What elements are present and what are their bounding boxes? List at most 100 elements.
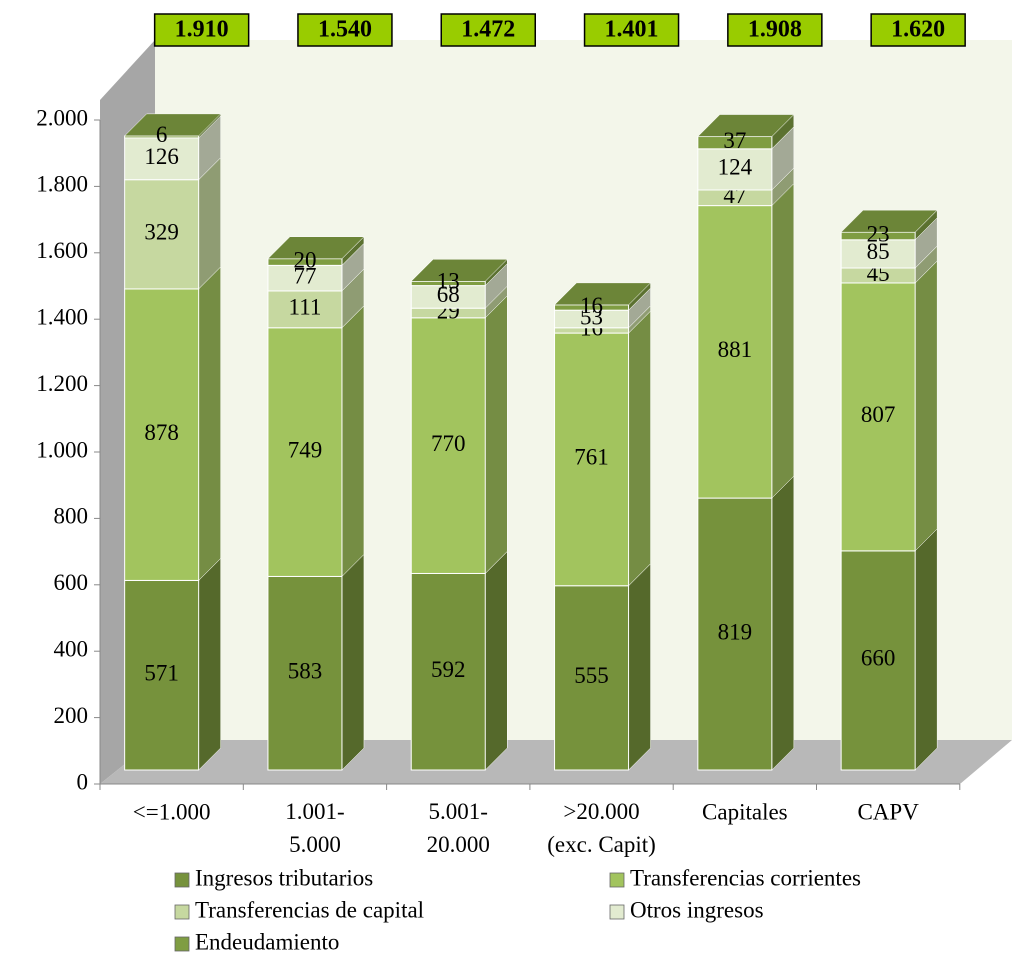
bar-segment — [840, 282, 916, 552]
value-label: 77 — [293, 263, 316, 288]
value-label: 592 — [431, 657, 466, 682]
bar-segment — [554, 332, 630, 587]
bar-side — [198, 557, 221, 771]
bar-side — [485, 550, 508, 771]
bar-top — [410, 259, 508, 282]
total-box — [297, 13, 393, 47]
value-label: 6 — [156, 122, 168, 147]
legend-label: Otros ingresos — [630, 897, 764, 922]
bar-top — [124, 113, 222, 137]
y-tick-label: 800 — [54, 504, 89, 529]
value-label: 37 — [723, 128, 746, 153]
value-label: 85 — [867, 239, 890, 264]
bar-segment — [554, 585, 630, 771]
bar-segment — [840, 239, 916, 269]
legend-swatch — [174, 936, 190, 952]
bar-segment — [697, 205, 773, 499]
legend-swatch — [174, 872, 190, 888]
legend-label: Transferencias corrientes — [630, 865, 861, 890]
y-tick-label: 200 — [54, 703, 89, 728]
legend-swatch — [609, 904, 625, 920]
bar-top — [267, 236, 365, 259]
value-label: 583 — [288, 659, 323, 684]
total-label: 1.401 — [605, 17, 659, 43]
bar-side — [341, 305, 365, 578]
value-label: 16 — [580, 293, 603, 318]
bar-segment — [410, 572, 486, 771]
bar-side — [485, 295, 508, 575]
value-label: 555 — [574, 663, 609, 688]
legend-label: Endeudamiento — [195, 929, 339, 954]
value-label: 126 — [144, 144, 179, 169]
legend-swatch — [609, 872, 625, 888]
x-tick-label: >20.000 (exc. Capit) — [547, 799, 656, 857]
y-tick-label: 400 — [54, 636, 89, 661]
bar-segment — [267, 575, 343, 771]
bar-side — [628, 563, 651, 771]
bar-segment — [840, 550, 916, 771]
value-label: 571 — [144, 660, 179, 685]
total-label: 1.910 — [175, 17, 229, 43]
y-tick-label: 1.400 — [36, 304, 88, 329]
bar-segment — [697, 148, 773, 191]
total-box — [440, 13, 536, 47]
value-label: 111 — [289, 295, 322, 320]
total-label: 1.540 — [318, 17, 372, 43]
value-label: 807 — [861, 402, 896, 427]
total-box — [583, 13, 680, 47]
y-tick-label: 1.600 — [36, 238, 88, 263]
y-tick-label: 1.200 — [36, 371, 88, 396]
value-label: 124 — [718, 155, 753, 180]
value-label: 819 — [718, 619, 753, 644]
value-label: 749 — [288, 437, 323, 462]
bar-segment — [267, 327, 343, 577]
bar-segment — [124, 137, 200, 181]
y-tick-label: 600 — [54, 570, 89, 595]
value-label: 878 — [144, 420, 179, 445]
total-box — [727, 13, 823, 47]
bar-side — [198, 266, 221, 582]
bar-side — [771, 182, 795, 499]
bar-segment — [124, 288, 200, 581]
legend-label: Transferencias de capital — [195, 897, 424, 922]
value-label: 329 — [144, 220, 179, 245]
x-tick-label: Capitales — [702, 799, 788, 824]
bar-top — [697, 114, 795, 137]
x-tick-label: <=1.000 — [133, 799, 211, 824]
y-tick-label: 0 — [77, 769, 89, 794]
total-box — [153, 13, 250, 47]
bar-segment — [697, 497, 773, 771]
value-label: 761 — [574, 445, 609, 470]
bar-segment — [267, 264, 343, 292]
y-tick-label: 1.000 — [36, 437, 88, 462]
bar-segment — [124, 179, 200, 290]
value-label: 23 — [867, 221, 890, 246]
value-label: 13 — [437, 269, 460, 294]
value-label: 68 — [437, 282, 460, 307]
total-label: 1.620 — [891, 17, 945, 43]
bar-side — [628, 310, 651, 587]
total-label: 1.472 — [461, 17, 515, 43]
bar-segment — [410, 317, 486, 574]
x-tick-label: 5.001-20.000 — [427, 799, 490, 857]
total-label: 1.908 — [748, 17, 802, 43]
bar-side — [914, 528, 938, 771]
y-tick-label: 1.800 — [36, 172, 88, 197]
bar-side — [914, 260, 938, 552]
value-label: 881 — [718, 337, 753, 362]
value-label: 660 — [861, 646, 896, 671]
bar-side — [341, 553, 365, 771]
value-label: 20 — [293, 247, 316, 272]
total-box — [870, 13, 966, 47]
bar-top — [840, 209, 938, 233]
bar-segment — [267, 290, 343, 329]
x-tick-label: CAPV — [857, 799, 919, 824]
y-tick-label: 2.000 — [36, 105, 88, 130]
legend-label: Ingresos tributarios — [195, 865, 373, 890]
bar-side — [198, 157, 221, 290]
x-tick-label: 1.001-5.000 — [285, 799, 344, 857]
bar-side — [771, 475, 795, 771]
bar-top — [553, 282, 652, 306]
value-label: 770 — [431, 431, 466, 456]
